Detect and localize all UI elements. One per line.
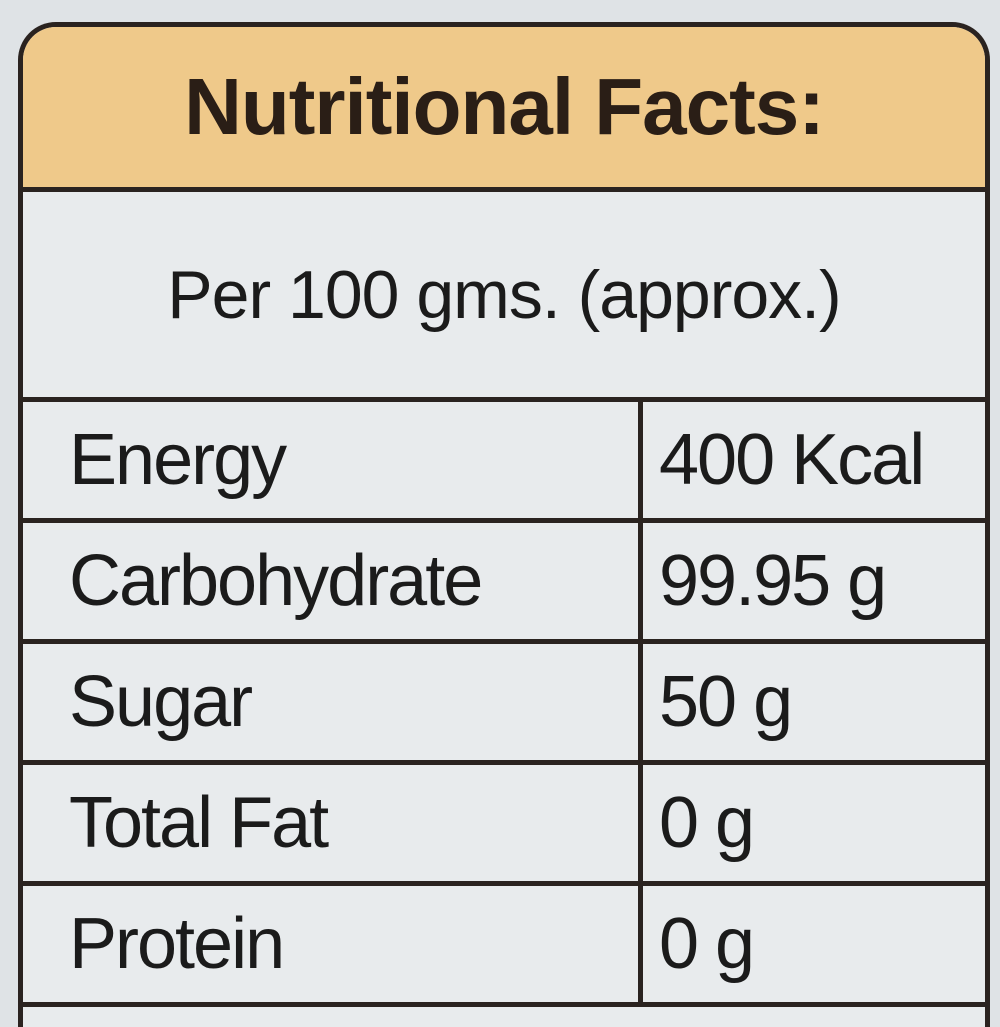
table-row: Carbohydrate 99.95 g — [23, 523, 985, 644]
table-row: Total Fat 0 g — [23, 765, 985, 886]
nutrient-name: Energy — [23, 402, 643, 518]
nutrient-name: Protein — [23, 886, 643, 1002]
table-row: Protein 0 g — [23, 886, 985, 1007]
nutrition-table: Energy 400 Kcal Carbohydrate 99.95 g Sugar 50… — [23, 397, 985, 1007]
title: Nutritional Facts: — [184, 62, 825, 151]
nutrient-name: Sugar — [23, 644, 643, 760]
nutrient-amount: 99.95 g — [659, 541, 887, 621]
label-box: Nutritional Facts: Per 100 gms. (approx.… — [18, 22, 990, 1027]
nutrient-name: Total Fat — [23, 765, 643, 881]
header: Nutritional Facts: — [23, 27, 985, 192]
table-row: Sugar 50 g — [23, 644, 985, 765]
nutrient-amount: 0 g — [659, 783, 755, 863]
nutrient-amount: 400 Kcal — [659, 420, 925, 500]
table-row: Energy 400 Kcal — [23, 402, 985, 523]
page: Nutritional Facts: Per 100 gms. (approx.… — [18, 22, 990, 1027]
subtitle: Per 100 gms. (approx.) — [167, 256, 841, 333]
nutrient-amount: 0 g — [659, 904, 755, 984]
nutrient-name: Carbohydrate — [23, 523, 643, 639]
nutrient-amount: 50 g — [659, 662, 793, 742]
